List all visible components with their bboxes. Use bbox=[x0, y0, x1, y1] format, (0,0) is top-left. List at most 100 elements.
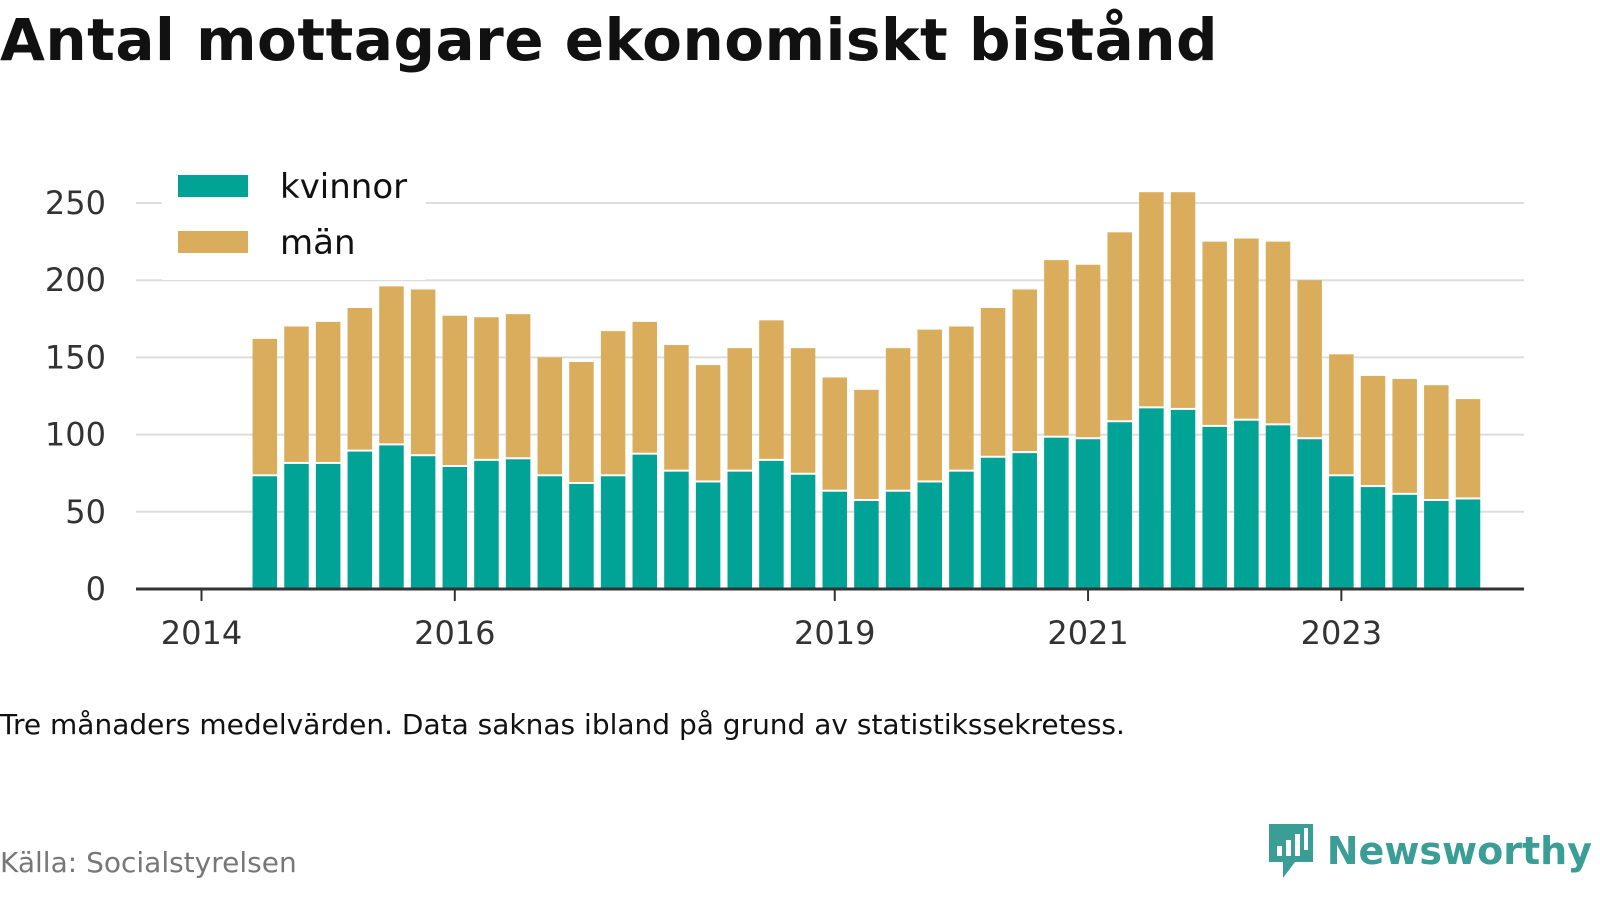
x-axis: 2014 2016 2019 2021 2023 bbox=[136, 587, 1524, 652]
bar-kvinnor bbox=[949, 471, 974, 589]
x-tick-label: 2023 bbox=[1301, 614, 1382, 652]
bar-kvinnor bbox=[1044, 437, 1069, 589]
bar-man bbox=[600, 331, 626, 475]
x-tick-label: 2014 bbox=[161, 614, 242, 652]
bar-kvinnor bbox=[885, 491, 911, 589]
bar-man bbox=[1075, 264, 1101, 438]
bar-man bbox=[727, 348, 753, 470]
bar-kvinnor bbox=[727, 471, 753, 589]
bar-man bbox=[695, 365, 721, 481]
bar-man bbox=[1392, 379, 1417, 493]
bar-man bbox=[632, 321, 658, 453]
x-tick-label: 2021 bbox=[1047, 614, 1128, 652]
legend: kvinnor män bbox=[162, 160, 426, 280]
bar-man bbox=[1329, 354, 1354, 475]
bar-man bbox=[664, 345, 689, 470]
bar-man bbox=[1360, 375, 1386, 486]
bar-man bbox=[379, 286, 404, 444]
bar-kvinnor bbox=[284, 463, 309, 589]
bar-man bbox=[474, 317, 499, 459]
bar-kvinnor bbox=[1392, 494, 1417, 589]
bar-kvinnor bbox=[759, 460, 784, 589]
bar-kvinnor bbox=[1012, 453, 1037, 589]
y-tick-label: 200 bbox=[45, 261, 106, 299]
bar-kvinnor bbox=[1424, 500, 1449, 589]
brand-name: Newsworthy bbox=[1326, 829, 1592, 873]
bar-man bbox=[537, 357, 563, 475]
bar-man bbox=[1202, 241, 1227, 425]
x-tick-label: 2019 bbox=[794, 614, 875, 652]
bar-man bbox=[759, 320, 784, 459]
bar-man bbox=[980, 307, 1006, 456]
bar-man bbox=[854, 389, 879, 499]
brand-logo: Newsworthy bbox=[1265, 822, 1592, 880]
y-tick-label: 150 bbox=[45, 338, 106, 376]
bar-man bbox=[917, 329, 942, 481]
stacked-bar-chart: 0 50 100 150 200 250 2014 2016 2019 2021 2023 kvi… bbox=[44, 160, 1524, 652]
bar-man bbox=[822, 377, 847, 490]
bar-kvinnor bbox=[505, 459, 531, 589]
bar-man bbox=[315, 321, 341, 462]
bar-kvinnor bbox=[854, 500, 879, 589]
x-tick-label: 2016 bbox=[414, 614, 495, 652]
bar-kvinnor bbox=[537, 476, 563, 589]
bar-man bbox=[442, 315, 468, 466]
bar-kvinnor bbox=[600, 476, 626, 589]
y-tick-label: 100 bbox=[45, 416, 106, 454]
bar-kvinnor bbox=[410, 456, 436, 589]
legend-swatch bbox=[178, 231, 248, 253]
bar-man bbox=[1424, 385, 1449, 499]
bar-man bbox=[1297, 280, 1322, 438]
bar-kvinnor bbox=[790, 474, 816, 589]
legend-swatch bbox=[178, 175, 248, 197]
bar-man bbox=[505, 314, 531, 458]
bar-man bbox=[410, 289, 436, 455]
legend-label: män bbox=[280, 223, 356, 263]
legend-label: kvinnor bbox=[280, 167, 407, 207]
bar-kvinnor bbox=[474, 460, 499, 589]
bar-kvinnor bbox=[1075, 439, 1101, 589]
bar-kvinnor bbox=[917, 482, 942, 589]
chart-note: Tre månaders medelvärden. Data saknas ib… bbox=[0, 708, 1125, 741]
bar-man bbox=[1170, 192, 1196, 408]
bar-kvinnor bbox=[1265, 425, 1291, 589]
bar-kvinnor bbox=[822, 491, 847, 589]
bar-kvinnor bbox=[695, 482, 721, 589]
bar-man bbox=[949, 326, 974, 470]
y-tick-label: 50 bbox=[65, 493, 106, 531]
bar-man bbox=[885, 348, 911, 490]
bar-kvinnor bbox=[1139, 408, 1164, 589]
page-title: Antal mottagare ekonomiskt bistånd bbox=[0, 6, 1219, 74]
bar-man bbox=[569, 362, 594, 483]
bar-man bbox=[790, 348, 816, 473]
bar-man bbox=[1012, 289, 1037, 452]
bar-kvinnor bbox=[1107, 422, 1132, 589]
bar-man bbox=[1234, 238, 1259, 419]
bar-kvinnor bbox=[442, 467, 468, 589]
bar-kvinnor bbox=[1234, 420, 1259, 589]
bar-man bbox=[1455, 399, 1481, 498]
bar-man bbox=[347, 307, 373, 450]
bar-kvinnor bbox=[632, 454, 658, 589]
bar-kvinnor bbox=[315, 463, 341, 589]
bar-kvinnor bbox=[379, 445, 404, 589]
bar-man bbox=[1044, 260, 1069, 436]
bar-man bbox=[1107, 232, 1132, 421]
bar-man bbox=[1265, 241, 1291, 424]
newsworthy-logo-icon bbox=[1268, 824, 1313, 878]
bar-man bbox=[252, 338, 278, 475]
bars bbox=[252, 192, 1481, 589]
bar-kvinnor bbox=[569, 484, 594, 589]
bar-kvinnor bbox=[1360, 487, 1386, 589]
y-axis-ticks: 0 50 100 150 200 250 bbox=[45, 184, 106, 608]
bar-man bbox=[284, 326, 309, 462]
bar-kvinnor bbox=[664, 471, 689, 589]
bar-kvinnor bbox=[980, 457, 1006, 589]
bar-kvinnor bbox=[1329, 476, 1354, 589]
bar-kvinnor bbox=[1297, 439, 1322, 589]
bar-kvinnor bbox=[1202, 426, 1227, 589]
bar-man bbox=[1139, 192, 1164, 407]
bar-kvinnor bbox=[347, 451, 373, 589]
bar-kvinnor bbox=[1455, 499, 1481, 589]
source-text: Källa: Socialstyrelsen bbox=[0, 846, 297, 879]
